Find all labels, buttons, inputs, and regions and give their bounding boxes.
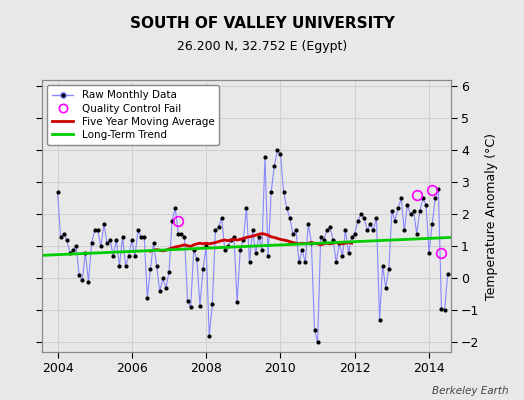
Legend: Raw Monthly Data, Quality Control Fail, Five Year Moving Average, Long-Term Tren: Raw Monthly Data, Quality Control Fail, … xyxy=(47,85,220,145)
Text: Berkeley Earth: Berkeley Earth xyxy=(432,386,508,396)
Text: 26.200 N, 32.752 E (Egypt): 26.200 N, 32.752 E (Egypt) xyxy=(177,40,347,53)
Y-axis label: Temperature Anomaly (°C): Temperature Anomaly (°C) xyxy=(485,132,498,300)
Text: SOUTH OF VALLEY UNIVERSITY: SOUTH OF VALLEY UNIVERSITY xyxy=(129,16,395,31)
